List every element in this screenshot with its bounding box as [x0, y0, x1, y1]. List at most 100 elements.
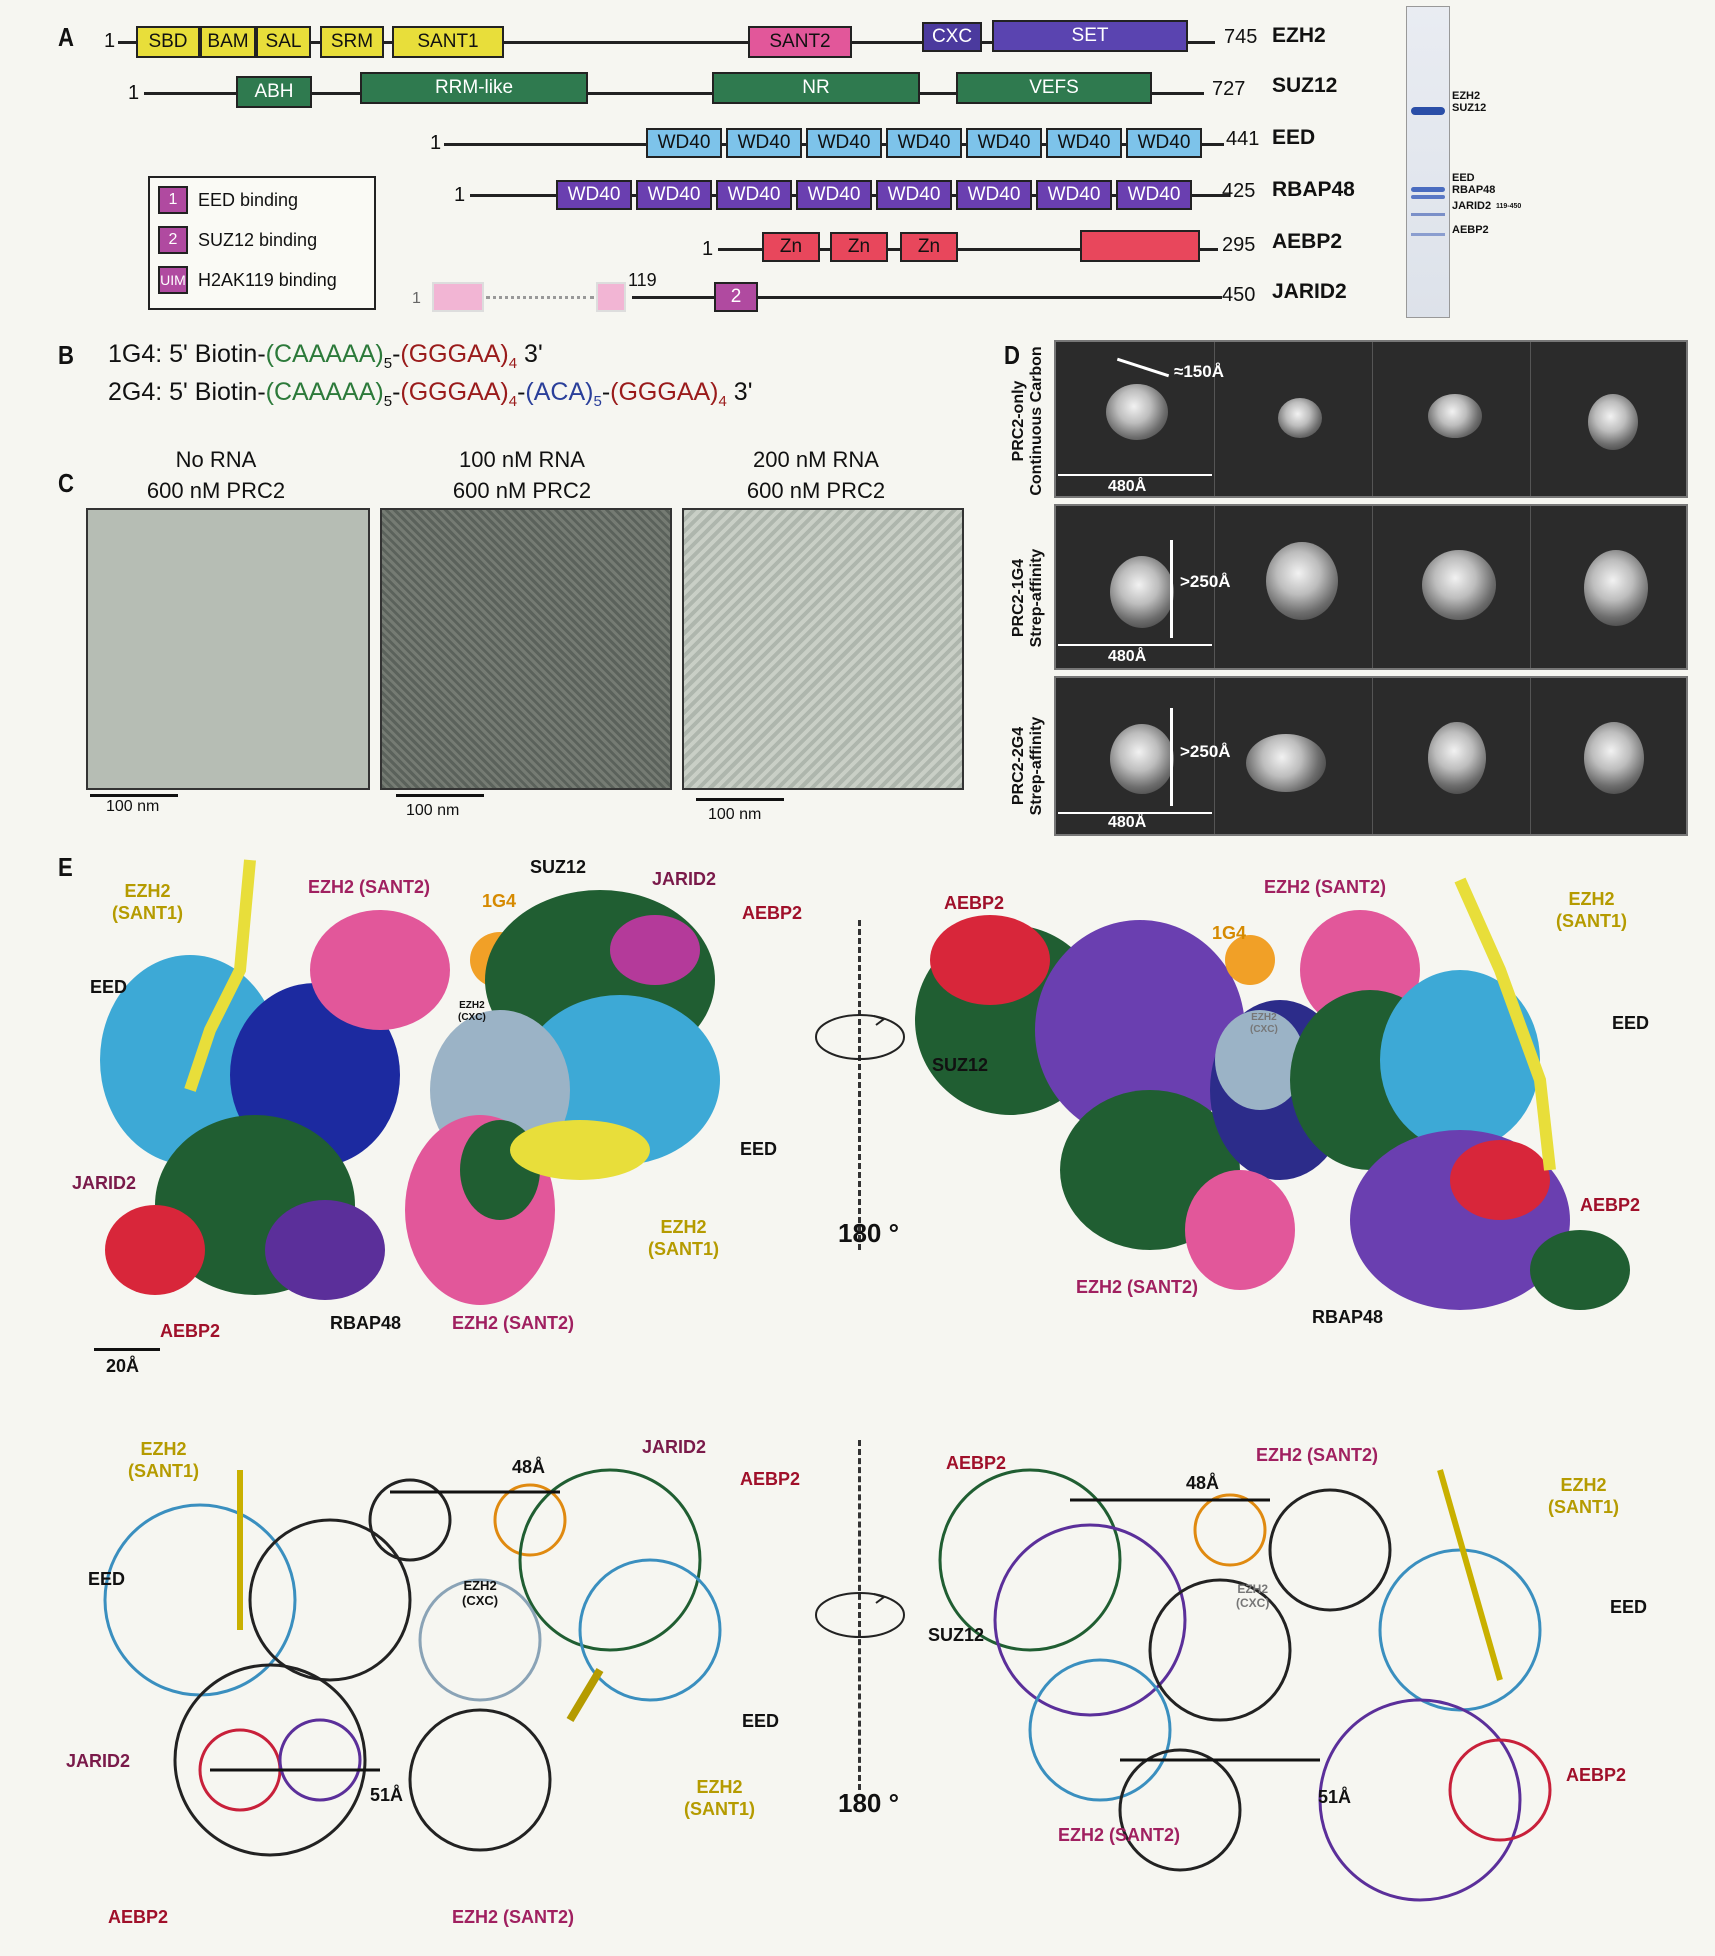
- lmap-aebp2-2: AEBP2: [160, 1321, 221, 1341]
- rmap-ezh2-cxc: EZH2 (CXC): [1250, 1012, 1278, 1035]
- lmap-ezh2-cxc: EZH2 (CXC): [458, 1000, 486, 1023]
- ezh2-end: 745: [1224, 26, 1258, 48]
- seq-2g4-name: 2G4:: [108, 378, 163, 406]
- box-arrow-3: [1058, 812, 1212, 814]
- row2-label2: Strep-affinity: [1028, 548, 1045, 648]
- lmap-jarid2-2: JARID2: [72, 1173, 137, 1193]
- seq-2g4-g2-n: 4: [718, 393, 727, 410]
- panel-label-c: C: [58, 468, 74, 498]
- class-averages-prc2-only: [1054, 340, 1688, 498]
- gel-label-eed: EED: [1452, 172, 1475, 184]
- rotation-icon-bottom: [815, 1592, 905, 1638]
- rmap-ezh2-sant1: EZH2 (SANT1): [1556, 889, 1627, 931]
- rmap-aebp2: AEBP2: [944, 893, 1005, 913]
- row3-label1: PRC2-2G4: [1010, 726, 1027, 806]
- lmod-aebp2-2: AEBP2: [108, 1907, 169, 1927]
- atomic-model-back: [938, 1468, 1552, 1902]
- gel-label-rbap48: RBAP48: [1452, 184, 1496, 196]
- seq-2g4-g2: (GGGAA): [610, 378, 719, 406]
- rbap48-domain-wd40-1: WD40: [556, 180, 632, 210]
- rmod-aebp2: AEBP2: [946, 1453, 1007, 1473]
- seq-2g4-ca-n: 5: [383, 393, 393, 410]
- gel-band-ezh2-suz12: [1411, 107, 1445, 115]
- suz12-end: 727: [1212, 78, 1246, 100]
- aebp2-end: 295: [1222, 234, 1256, 256]
- seq-2g4-end: 3': [726, 378, 753, 406]
- atomic-model-front: [103, 1468, 722, 1857]
- lmod-ezh2-sant1: EZH2 (SANT1): [128, 1439, 199, 1481]
- gel-label-jarid2: JARID2: [1452, 200, 1492, 212]
- legend-label-eed: EED binding: [198, 190, 299, 210]
- rmap-eed: EED: [1612, 1013, 1650, 1033]
- lmod-ezh2-cxc: EZH2 (CXC): [462, 1578, 499, 1608]
- seq-2g4-g1: (GGGAA): [400, 378, 509, 406]
- legend-badge-uim: UIM: [158, 266, 188, 294]
- eed-domain-wd40-7: WD40: [1126, 128, 1202, 158]
- rbap48-domain-wd40-4: WD40: [796, 180, 872, 210]
- suz12-start: 1: [128, 82, 140, 104]
- rbap48-domain-wd40-6: WD40: [956, 180, 1032, 210]
- lmap-aebp2: AEBP2: [742, 903, 803, 923]
- scale-label-c3: 100 nm: [708, 806, 762, 823]
- size-label-3: >250Å: [1180, 742, 1231, 761]
- aebp2-domain-zn-1: Zn: [762, 232, 820, 262]
- class-avg-1-3: [1428, 394, 1482, 438]
- rmod-ezh2-sant1: EZH2 (SANT1): [1548, 1475, 1619, 1517]
- jarid2-mid: 119: [628, 270, 657, 290]
- suz12-line: [144, 92, 1204, 95]
- lmod-51a: 51Å: [370, 1785, 404, 1805]
- rotation-icon-top: [815, 1014, 905, 1060]
- scale-bar-c3: [696, 798, 784, 801]
- eed-end: 441: [1226, 128, 1260, 150]
- jarid2-end: 450: [1222, 284, 1256, 306]
- scale-bar-c2: [396, 794, 484, 797]
- scale-bar-e: [94, 1348, 160, 1351]
- size-label-1: ≈150Å: [1174, 362, 1224, 381]
- suz12-name: SUZ12: [1272, 74, 1338, 97]
- lmap-ezh2-sant1-2: EZH2 (SANT1): [648, 1217, 719, 1259]
- ezh2-domain-sant1: SANT1: [392, 26, 504, 58]
- panel-label-b: B: [58, 340, 74, 370]
- panel-c-condition-1: No RNA 600 nM PRC2: [86, 444, 346, 506]
- scale-label-c2: 100 nm: [406, 802, 460, 819]
- panel-label-a: A: [58, 22, 74, 52]
- jarid2-uim-faded: [432, 282, 484, 312]
- rmap-suz12: SUZ12: [932, 1055, 989, 1075]
- rmod-aebp2-2: AEBP2: [1566, 1765, 1627, 1785]
- seq-1g4-ca-n: 5: [383, 355, 393, 372]
- seq-1g4-name: 1G4:: [108, 340, 163, 368]
- suz12-domain-vefs: VEFS: [956, 72, 1152, 104]
- cond-1-line1: No RNA: [175, 447, 257, 472]
- lmap-ezh2-sant2: EZH2 (SANT2): [308, 877, 431, 897]
- aebp2-domain-cterm: [1080, 230, 1200, 262]
- seq-2g4-ca: (CAAAAA): [265, 378, 384, 406]
- lmap-suz12: SUZ12: [530, 857, 587, 877]
- lmap-rbap48: RBAP48: [330, 1313, 402, 1333]
- rmod-48a: 48Å: [1186, 1473, 1220, 1493]
- eed-domain-wd40-6: WD40: [1046, 128, 1122, 158]
- rmod-51a: 51Å: [1318, 1787, 1352, 1807]
- seq-1g4-g: (GGGAA): [400, 340, 509, 368]
- lmap-1g4: 1G4: [482, 891, 517, 911]
- cryoem-map-front: [100, 859, 720, 1305]
- eed-domain-wd40-1: WD40: [646, 128, 722, 158]
- seq-2g4-prefix: 5' Biotin-: [169, 378, 266, 406]
- class-avg-2-2: [1266, 542, 1338, 620]
- eed-name: EED: [1272, 126, 1316, 149]
- class-avg-3-4: [1584, 722, 1644, 794]
- jarid2-binding-faded: [596, 282, 626, 312]
- class-averages-prc2-2g4: [1054, 676, 1688, 836]
- gel-band-eed: [1411, 187, 1445, 192]
- cryoem-map-back: [915, 877, 1630, 1310]
- ezh2-name: EZH2: [1272, 24, 1326, 47]
- sequence-2g4: 2G4: 5' Biotin-(CAAAAA)5-(GGGAA)4-(ACA)5…: [108, 378, 752, 410]
- domain-legend: 1 EED binding 2 SUZ12 binding UIM H2AK11…: [148, 176, 376, 310]
- eed-domain-wd40-4: WD40: [886, 128, 962, 158]
- size-bar-2: [1170, 540, 1173, 638]
- gel-label-suz12: SUZ12: [1452, 102, 1487, 114]
- size-label-2: >250Å: [1180, 572, 1231, 591]
- box-arrow-1: [1058, 474, 1212, 476]
- rbap48-domain-wd40-2: WD40: [636, 180, 712, 210]
- rbap48-domain-wd40-3: WD40: [716, 180, 792, 210]
- aebp2-domain-zn-2: Zn: [830, 232, 888, 262]
